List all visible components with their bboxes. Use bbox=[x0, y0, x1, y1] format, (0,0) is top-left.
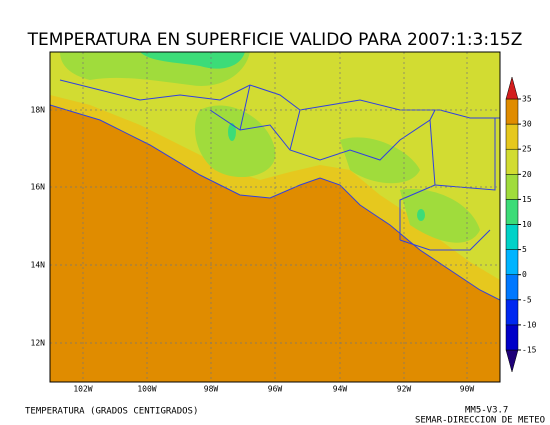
coastline bbox=[50, 104, 500, 301]
colorbar: -15 -10 -5 0 5 10 15 20 25 30 35 bbox=[505, 76, 537, 373]
colorbar-tick-label: -15 bbox=[522, 346, 537, 355]
colorbar-extension bbox=[505, 349, 519, 373]
colorbar-segment bbox=[505, 199, 519, 225]
cool-zone bbox=[140, 52, 245, 69]
colorbar-segment bbox=[505, 249, 519, 275]
colorbar-tick-label: 10 bbox=[522, 220, 532, 229]
colorbar-tick-label: 15 bbox=[522, 195, 532, 204]
colorbar-segment bbox=[505, 274, 519, 301]
colorbar-extension bbox=[505, 76, 519, 100]
colorbar-tick-label: 25 bbox=[522, 145, 532, 154]
lon-tick-label: 92W bbox=[397, 385, 412, 394]
colorbar-tick-label: 0 bbox=[522, 270, 527, 279]
colorbar-segment bbox=[505, 224, 519, 250]
lon-tick-label: 94W bbox=[333, 385, 348, 394]
colorbar-segment bbox=[505, 123, 519, 150]
model-label: MM5-V3.7 bbox=[465, 406, 508, 416]
temperature-field bbox=[50, 52, 500, 382]
colorbar-segment bbox=[505, 324, 519, 351]
lat-tick-label: 18N bbox=[31, 106, 46, 115]
colorbar-tick-label: 35 bbox=[522, 95, 532, 104]
warm-zone bbox=[195, 105, 276, 178]
colorbar-tick-label: -10 bbox=[522, 320, 537, 329]
lat-tick-label: 14N bbox=[31, 261, 46, 270]
colorbar-tick-label: 5 bbox=[522, 245, 527, 254]
warm-zone bbox=[400, 189, 480, 243]
lon-tick-label: 100W bbox=[137, 385, 156, 394]
lon-tick-label: 98W bbox=[204, 385, 219, 394]
state-border bbox=[209, 84, 436, 240]
colorbar-segment bbox=[505, 148, 519, 175]
plot-frame bbox=[49, 51, 501, 383]
state-border bbox=[59, 79, 500, 119]
credit-label: SEMAR-DIRECCION DE METEO bbox=[415, 416, 545, 425]
lon-tick-label: 90W bbox=[460, 385, 475, 394]
cool-zone bbox=[417, 209, 425, 221]
colorbar-tick-label: 20 bbox=[522, 170, 532, 179]
lon-tick-label: 96W bbox=[268, 385, 283, 394]
colorbar-segment bbox=[505, 174, 519, 200]
lon-tick-label: 102W bbox=[73, 385, 92, 394]
map-title: TEMPERATURA EN SUPERFICIE VALIDO PARA 20… bbox=[27, 30, 523, 50]
land bbox=[50, 52, 500, 280]
lat-tick-label: 16N bbox=[31, 183, 46, 192]
colorbar-segment bbox=[505, 98, 519, 125]
lat-tick-label: 12N bbox=[31, 339, 46, 348]
colorbar-segment bbox=[505, 299, 519, 326]
cool-zone bbox=[228, 123, 236, 141]
footer-label: TEMPERATURA (GRADOS CENTIGRADOS) bbox=[25, 407, 198, 417]
colorbar-tick-label: -5 bbox=[522, 295, 532, 304]
colorbar-tick-label: 30 bbox=[522, 120, 532, 129]
